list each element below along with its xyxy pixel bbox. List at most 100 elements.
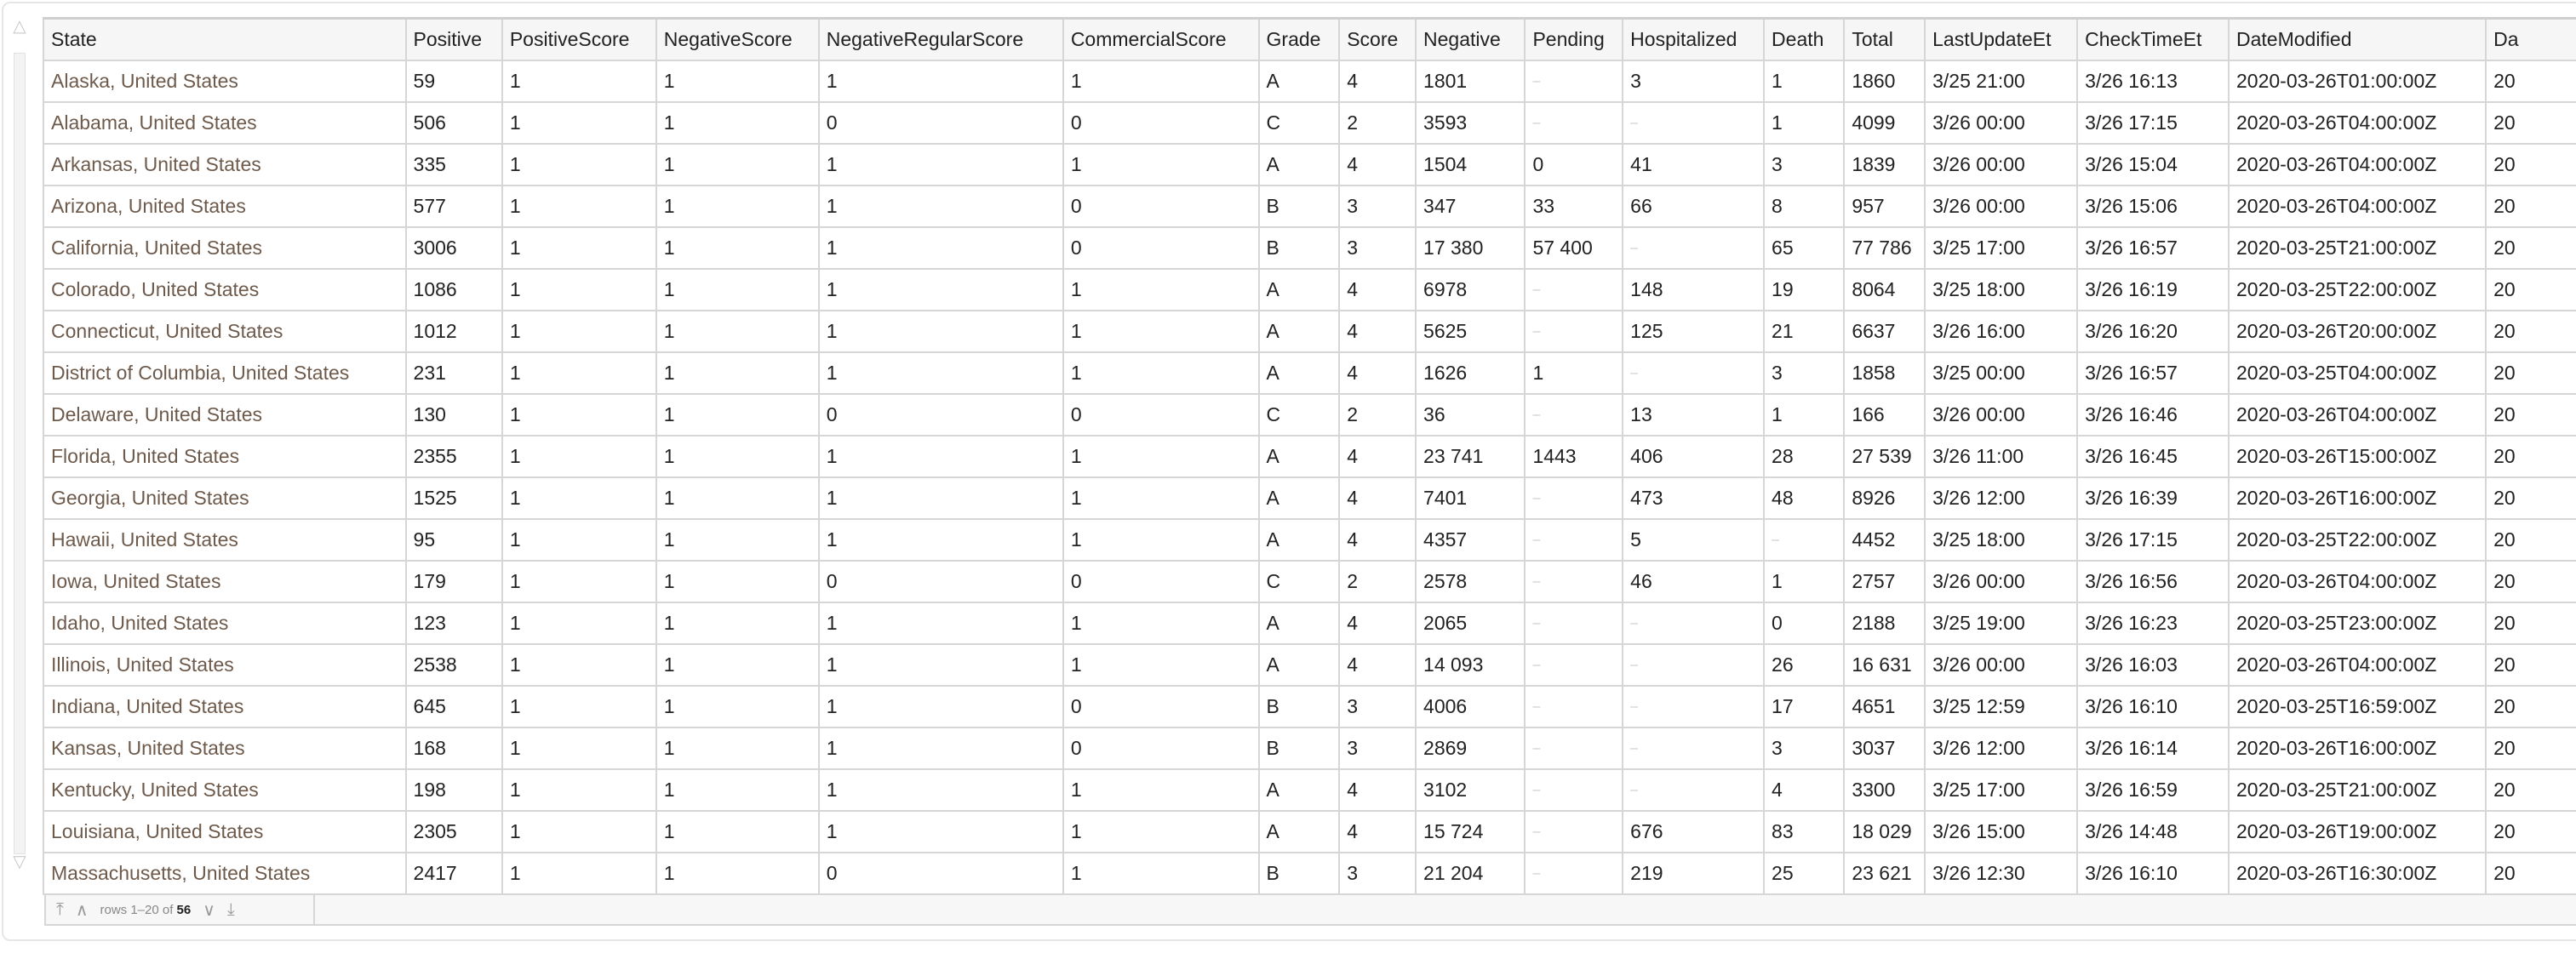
- cell-score: 2: [1338, 393, 1417, 436]
- cell-negative: 4357: [1415, 518, 1526, 562]
- cell-hospitalized: 148: [1622, 268, 1766, 311]
- cell-grade: A: [1257, 518, 1341, 562]
- cell-death: 1: [1763, 393, 1846, 436]
- cell-total: 2188: [1843, 602, 1926, 645]
- state-cell: Alabama, United States: [43, 101, 407, 145]
- column-header-negativescore[interactable]: NegativeScore: [655, 17, 820, 61]
- rows-total: 56: [176, 902, 192, 917]
- column-header-total[interactable]: Total: [1843, 17, 1926, 61]
- scroll-down-icon[interactable]: ▽: [13, 853, 26, 871]
- cell-lastupdateet: 3/26 00:00: [1924, 143, 2079, 186]
- cell-negative: 14 093: [1415, 643, 1526, 687]
- cell-lastupdateet: 3/26 12:00: [1924, 727, 2079, 770]
- cell-commercialscore: 0: [1062, 685, 1260, 728]
- cell-grade: C: [1257, 560, 1341, 603]
- cell-total: 2757: [1843, 560, 1926, 603]
- cell-lastupdateet: 3/25 21:00: [1924, 60, 2079, 103]
- cell-lastupdateet: 3/26 00:00: [1924, 643, 2079, 687]
- cell-grade: A: [1257, 268, 1341, 311]
- cell-da: 20: [2485, 101, 2576, 145]
- column-header-da[interactable]: Da: [2485, 17, 2576, 61]
- cell-grade: A: [1257, 768, 1341, 812]
- cell-positivescore: 1: [501, 768, 657, 812]
- cell-total: 1858: [1843, 351, 1926, 395]
- cell-negativeregularscore: 0: [817, 393, 1064, 436]
- cell-commercialscore: 0: [1062, 185, 1260, 228]
- cell-positive: 577: [404, 185, 503, 228]
- cell-score: 4: [1338, 476, 1417, 520]
- cell-lastupdateet: 3/26 00:00: [1924, 393, 2079, 436]
- cell-grade: A: [1257, 810, 1341, 853]
- column-header-score[interactable]: Score: [1338, 17, 1417, 61]
- cell-hospitalized: –: [1622, 768, 1766, 812]
- column-header-datemodified[interactable]: DateModified: [2227, 17, 2487, 61]
- cell-da: 20: [2485, 226, 2576, 270]
- state-cell: Idaho, United States: [43, 602, 407, 645]
- cell-negativescore: 1: [655, 852, 820, 895]
- cell-positive: 335: [404, 143, 503, 186]
- cell-total: 4651: [1843, 685, 1926, 728]
- first-page-icon[interactable]: ⤒: [56, 899, 64, 919]
- next-page-icon[interactable]: ∨: [203, 900, 215, 920]
- cell-lastupdateet: 3/26 16:00: [1924, 310, 2079, 353]
- cell-positivescore: 1: [501, 810, 657, 853]
- table-row: California, United States 3006 1 1 1 0 B 3 17 38…: [43, 226, 2576, 270]
- column-header-checktimeet[interactable]: CheckTimeEt: [2076, 17, 2230, 61]
- cell-positive: 59: [404, 60, 503, 103]
- column-header-state[interactable]: State: [43, 17, 407, 61]
- previous-page-icon[interactable]: ∧: [75, 900, 89, 920]
- cell-score: 2: [1338, 560, 1417, 603]
- cell-lastupdateet: 3/25 18:00: [1924, 268, 2079, 311]
- cell-checktimeet: 3/26 17:15: [2076, 101, 2230, 145]
- column-header-positive[interactable]: Positive: [404, 17, 503, 61]
- scroll-up-icon[interactable]: △: [13, 17, 26, 36]
- vertical-scrollbar[interactable]: △ ▽: [10, 17, 29, 871]
- header-row: State Positive PositiveScore NegativeScore N…: [43, 17, 2576, 61]
- column-header-positivescore[interactable]: PositiveScore: [501, 17, 657, 61]
- cell-grade: A: [1257, 602, 1341, 645]
- cell-commercialscore: 1: [1062, 351, 1260, 395]
- cell-datemodified: 2020-03-26T01:00:00Z: [2227, 60, 2487, 103]
- column-header-lastupdateet[interactable]: LastUpdateEt: [1924, 17, 2079, 61]
- cell-negative: 36: [1415, 393, 1526, 436]
- cell-positivescore: 1: [501, 727, 657, 770]
- cell-negativeregularscore: 1: [817, 143, 1064, 186]
- column-header-commercialscore[interactable]: CommercialScore: [1062, 17, 1260, 61]
- cell-score: 3: [1338, 226, 1417, 270]
- cell-commercialscore: 1: [1062, 518, 1260, 562]
- scrollbar-track[interactable]: [14, 53, 26, 854]
- cell-pending: –: [1524, 393, 1624, 436]
- table-row: Idaho, United States 123 1 1 1 1 A 4 2065– –0 2188…: [43, 602, 2576, 645]
- cell-death: 0: [1763, 602, 1846, 645]
- cell-checktimeet: 3/26 16:13: [2076, 60, 2230, 103]
- cell-positive: 130: [404, 393, 503, 436]
- cell-checktimeet: 3/26 16:23: [2076, 602, 2230, 645]
- cell-death: 1: [1763, 560, 1846, 603]
- cell-death: –: [1763, 518, 1846, 562]
- cell-total: 4099: [1843, 101, 1926, 145]
- cell-pending: –: [1524, 685, 1624, 728]
- cell-lastupdateet: 3/25 00:00: [1924, 351, 2079, 395]
- cell-pending: 33: [1524, 185, 1624, 228]
- cell-hospitalized: –: [1622, 727, 1766, 770]
- cell-da: 20: [2485, 393, 2576, 436]
- column-header-grade[interactable]: Grade: [1257, 17, 1341, 61]
- last-page-icon[interactable]: ⤓: [226, 899, 235, 919]
- cell-positive: 95: [404, 518, 503, 562]
- cell-negative: 1801: [1415, 60, 1526, 103]
- table-row: Arkansas, United States 335 1 1 1 1 A 4 1504 0 41 3…: [43, 143, 2576, 186]
- rows-range-label: rows 1–20 of 56: [100, 903, 191, 917]
- cell-hospitalized: 5: [1622, 518, 1766, 562]
- column-header-negative[interactable]: Negative: [1415, 17, 1526, 61]
- column-header-pending[interactable]: Pending: [1524, 17, 1624, 61]
- column-header-negativeregularscore[interactable]: NegativeRegularScore: [817, 17, 1064, 61]
- cell-total: 1839: [1843, 143, 1926, 186]
- cell-positive: 645: [404, 685, 503, 728]
- cell-pending: –: [1524, 727, 1624, 770]
- table-row: Kansas, United States 168 1 1 1 0 B 3 2869– –3 303…: [43, 727, 2576, 770]
- column-header-death[interactable]: Death: [1763, 17, 1846, 61]
- cell-hospitalized: 66: [1622, 185, 1766, 228]
- cell-checktimeet: 3/26 14:48: [2076, 810, 2230, 853]
- state-cell: Louisiana, United States: [43, 810, 407, 853]
- column-header-hospitalized[interactable]: Hospitalized: [1622, 17, 1766, 61]
